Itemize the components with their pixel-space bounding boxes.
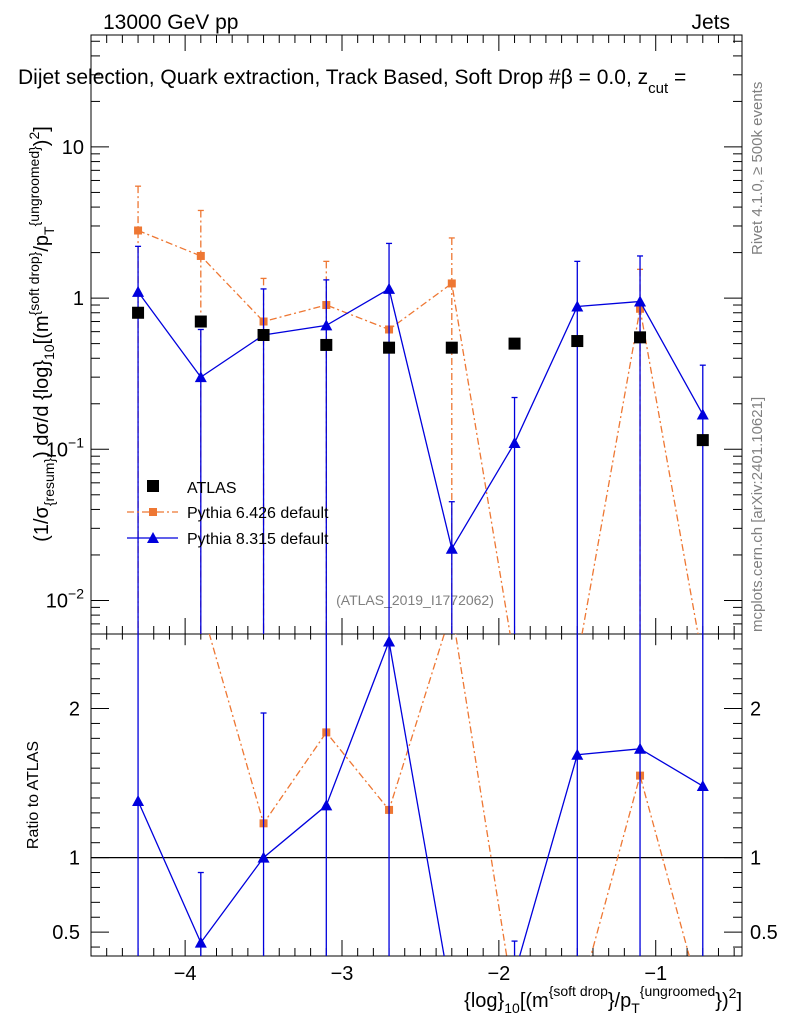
atlas-marker: [132, 306, 145, 319]
plot-title-tail: =: [668, 66, 686, 89]
ratio-py8-marker: [132, 794, 145, 806]
ratio-y-tick-label-right: 1: [750, 848, 761, 870]
ratio-py8-marker: [634, 742, 647, 754]
py6-marker: [196, 251, 205, 260]
ratio-py8-marker: [696, 780, 709, 792]
ratio-py8-marker: [571, 748, 584, 760]
ratio-y-tick-label: 2: [69, 699, 80, 721]
ratio-py6-marker: [699, 1001, 707, 1009]
ratio-py8-marker: [383, 635, 396, 647]
ratio-py8-marker: [446, 994, 458, 1005]
plot-title: Dijet selection, Quark extraction, Track…: [18, 66, 686, 97]
atlas-marker: [320, 338, 333, 351]
legend-py6-label: Pythia 6.426 default: [187, 505, 329, 522]
py8-line: [137, 287, 704, 551]
py8-marker: [320, 319, 333, 331]
atlas-marker: [508, 337, 521, 350]
py8-marker: [132, 285, 145, 297]
atlas-marker: [383, 341, 396, 354]
py8-marker: [383, 282, 396, 294]
axis-ticks: [90, 35, 742, 956]
y-tick-label: 10−2: [46, 585, 84, 612]
x-tick-label: −3: [331, 963, 354, 985]
y-tick-label: 1: [73, 288, 84, 310]
ratio-frame: [90, 633, 743, 957]
py6-marker: [134, 226, 143, 235]
header-left: 13000 GeV pp: [103, 11, 238, 34]
ratio-py8-marker: [320, 799, 333, 811]
ratio-y-tick-label: 1: [69, 848, 80, 870]
atlas-marker: [634, 331, 647, 344]
mcplots-label: mcplots.cern.ch [arXiv:2401.10621]: [749, 397, 766, 632]
legend-py6-marker: [149, 508, 157, 516]
py6-line: [137, 229, 699, 634]
legend-py8-label: Pythia 8.315 default: [187, 531, 329, 548]
x-tick-label: −4: [174, 963, 197, 985]
atlas-marker: [696, 434, 709, 447]
atlas-marker: [445, 341, 458, 354]
axis-tick-labels: −4 −3 −2 −1 10−2 10−1 1 10 0.5 0.5 1 1 2 2: [46, 137, 778, 985]
atlas-marker: [257, 329, 270, 342]
x-tick-label: −1: [644, 963, 667, 985]
py6-marker: [447, 279, 456, 288]
y-axis-label: (1/σ{resum}) dσ/d {log}10[(m{soft drop}/…: [26, 126, 57, 542]
ratio-py6-marker: [573, 1001, 581, 1009]
py8-marker: [508, 437, 521, 449]
analysis-watermark: (ATLAS_2019_I1772062): [336, 592, 494, 608]
ratio-y-tick-label-right: 0.5: [750, 922, 778, 944]
ratio-plot-area: [91, 634, 742, 1009]
py6-marker: [511, 657, 519, 665]
ratio-py6-line: [208, 634, 690, 956]
x-tick-label: −2: [487, 963, 510, 985]
atlas-marker: [194, 315, 207, 328]
py8-marker: [571, 300, 584, 312]
ratio-y-tick-label: 0.5: [52, 922, 80, 944]
legend-atlas-label: ATLAS: [187, 480, 237, 497]
py8-marker: [696, 408, 709, 420]
ratio-py8-line: [137, 639, 704, 956]
ratio-y-tick-label-right: 2: [750, 699, 761, 721]
main-plot-area: [132, 185, 709, 665]
rivet-version-label: Rivet 4.1.0, ≥ 500k events: [749, 82, 766, 255]
legend: ATLAS Pythia 6.426 default Pythia 8.315 …: [127, 480, 329, 548]
legend-py8-marker: [147, 532, 159, 543]
plot-title-sub: cut: [648, 80, 669, 97]
py8-marker: [445, 542, 458, 554]
y-tick-label: 10−1: [46, 434, 84, 461]
legend-atlas-marker: [147, 480, 159, 492]
ratio-py8-marker: [257, 851, 270, 863]
ratio-py8-marker: [509, 968, 521, 979]
ratio-py8-marker: [194, 936, 207, 948]
header-right: Jets: [691, 11, 730, 34]
plot-title-main: Dijet selection, Quark extraction, Track…: [18, 66, 648, 89]
ratio-y-axis-label: Ratio to ATLAS: [25, 741, 42, 849]
atlas-marker: [571, 335, 584, 348]
x-axis-label: {log}10[(m{soft drop}/pT{ungroomed})2]: [464, 983, 742, 1016]
py8-marker: [634, 295, 647, 307]
py8-marker: [194, 371, 207, 383]
y-tick-label: 10: [62, 137, 84, 159]
